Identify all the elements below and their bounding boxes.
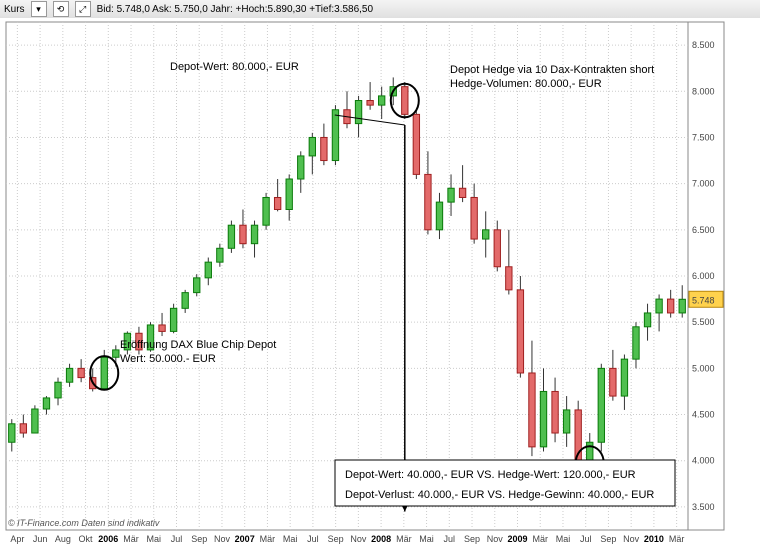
- toolbar: Kurs ▾ ⟲ ⤢ Bid: 5.748,0 Ask: 5.750,0 Jah…: [0, 0, 760, 19]
- svg-text:2006: 2006: [98, 534, 118, 544]
- svg-text:Mär: Mär: [396, 534, 412, 544]
- svg-text:Mär: Mär: [532, 534, 548, 544]
- svg-text:Sep: Sep: [600, 534, 616, 544]
- svg-text:Apr: Apr: [10, 534, 24, 544]
- svg-text:Mär: Mär: [260, 534, 276, 544]
- toolbar-btn-2[interactable]: ⟲: [53, 1, 69, 17]
- svg-text:Jul: Jul: [307, 534, 319, 544]
- svg-text:Nov: Nov: [214, 534, 231, 544]
- svg-text:3.500: 3.500: [692, 502, 715, 512]
- svg-text:Nov: Nov: [350, 534, 367, 544]
- svg-text:Jul: Jul: [580, 534, 592, 544]
- svg-text:Sep: Sep: [191, 534, 207, 544]
- toolbar-info: Bid: 5.748,0 Ask: 5.750,0 Jahr: +Hoch:5.…: [97, 4, 374, 15]
- svg-text:Mär: Mär: [123, 534, 139, 544]
- svg-text:6.500: 6.500: [692, 225, 715, 235]
- svg-text:Jun: Jun: [33, 534, 48, 544]
- svg-text:4.000: 4.000: [692, 456, 715, 466]
- svg-text:Mai: Mai: [147, 534, 162, 544]
- svg-text:Mai: Mai: [556, 534, 571, 544]
- svg-text:Depot-Verlust: 40.000,- EUR VS: Depot-Verlust: 40.000,- EUR VS. Hedge-Ge…: [345, 489, 654, 501]
- svg-text:Nov: Nov: [623, 534, 640, 544]
- svg-text:Mär: Mär: [669, 534, 685, 544]
- svg-text:Sep: Sep: [328, 534, 344, 544]
- svg-text:Depot Hedge via 10 Dax-Kontrak: Depot Hedge via 10 Dax-Kontrakten short: [450, 64, 654, 76]
- toolbar-btn-1[interactable]: ▾: [31, 1, 47, 17]
- svg-text:Hedge-Volumen: 80.000,- EUR: Hedge-Volumen: 80.000,- EUR: [450, 78, 602, 90]
- svg-text:2007: 2007: [235, 534, 255, 544]
- chart-area: 3.500 4.000 4.500 5.000 5.500 6.000 6.500 7.000…: [0, 18, 760, 556]
- toolbar-btn-3[interactable]: ⤢: [75, 1, 91, 17]
- candlestick-chart: 3.500 4.000 4.500 5.000 5.500 6.000 6.500 7.000…: [0, 18, 760, 556]
- svg-text:Eröffnung DAX Blue Chip Depot: Eröffnung DAX Blue Chip Depot: [120, 339, 276, 351]
- svg-text:2008: 2008: [371, 534, 391, 544]
- svg-text:Wert: 50.000.- EUR: Wert: 50.000.- EUR: [120, 353, 216, 365]
- svg-text:Mai: Mai: [419, 534, 434, 544]
- svg-text:Depot-Wert: 80.000,- EUR: Depot-Wert: 80.000,- EUR: [170, 61, 299, 73]
- svg-text:Jul: Jul: [444, 534, 456, 544]
- svg-text:5.000: 5.000: [692, 363, 715, 373]
- svg-text:Jul: Jul: [171, 534, 183, 544]
- svg-text:5.500: 5.500: [692, 317, 715, 327]
- svg-text:Okt: Okt: [79, 534, 94, 544]
- svg-text:7.500: 7.500: [692, 132, 715, 142]
- toolbar-label: Kurs: [4, 4, 25, 15]
- svg-text:6.000: 6.000: [692, 271, 715, 281]
- svg-text:2009: 2009: [507, 534, 527, 544]
- svg-text:4.500: 4.500: [692, 410, 715, 420]
- svg-text:Depot-Wert: 40.000,- EUR V: Depot-Wert: 40.000,- EUR VS. Hedge-Wert:…: [345, 469, 636, 481]
- svg-text:Aug: Aug: [55, 534, 71, 544]
- svg-text:Nov: Nov: [487, 534, 504, 544]
- svg-text:7.000: 7.000: [692, 179, 715, 189]
- svg-text:2010: 2010: [644, 534, 664, 544]
- svg-text:Sep: Sep: [464, 534, 480, 544]
- svg-text:8.500: 8.500: [692, 40, 715, 50]
- svg-text:8.000: 8.000: [692, 86, 715, 96]
- svg-text:5.748: 5.748: [692, 295, 715, 305]
- svg-text:Mai: Mai: [283, 534, 298, 544]
- svg-text:© IT-Finance.com Daten sind: © IT-Finance.com Daten sind indikativ: [8, 518, 160, 528]
